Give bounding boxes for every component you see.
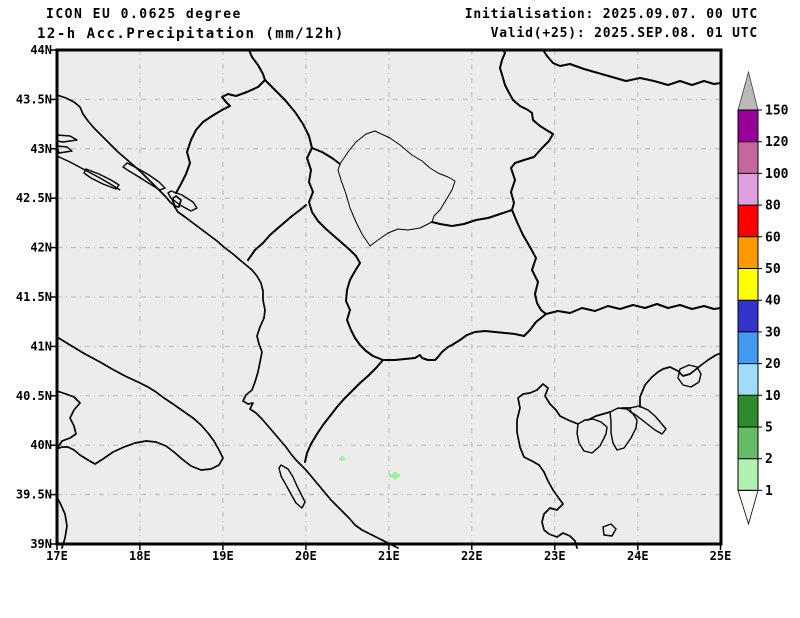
colorbar-segment xyxy=(738,395,758,427)
border-montenegro-serbia xyxy=(264,79,357,257)
lat-axis: 44N 43.5N 43N 42.5N 42N 41.5N 41N 40.5N … xyxy=(16,43,52,551)
island-skiathos xyxy=(602,523,617,537)
colorbar-label: 100 xyxy=(765,167,789,182)
border-albania-greece xyxy=(304,359,384,463)
border-serbia-kosovo-link xyxy=(311,147,341,165)
border-danube-romania xyxy=(542,49,722,86)
colorbar-label: 5 xyxy=(765,421,773,436)
border-albania-macedonia xyxy=(345,255,384,361)
lon-label: 20E xyxy=(295,549,317,563)
precip-spot-1 xyxy=(389,472,400,479)
lat-label: 43N xyxy=(30,142,52,156)
lon-label: 22E xyxy=(461,549,483,563)
coastline-thessaloniki xyxy=(536,383,579,425)
colorbar-over-arrow xyxy=(737,70,759,111)
colorbar-label: 10 xyxy=(765,389,781,404)
colorbar-segment xyxy=(738,300,758,332)
island-chain-line xyxy=(56,155,121,191)
colorbar-under-arrow xyxy=(737,489,759,526)
kosovo-outline xyxy=(337,130,456,247)
lon-label: 18E xyxy=(129,549,151,563)
colorbar-label: 2 xyxy=(765,452,773,467)
peninsula-kassandra xyxy=(576,418,608,454)
border-bosnia-croatia xyxy=(175,49,266,194)
peninsula-peljesac xyxy=(122,162,166,191)
colorbar-segment xyxy=(738,331,758,364)
lat-label: 40N xyxy=(30,438,52,452)
colorbar-segment xyxy=(738,236,758,269)
colorbar-segment xyxy=(738,363,758,396)
border-montenegro-albania xyxy=(247,204,307,261)
product-title: 12-h Acc.Precipitation (mm/12h) xyxy=(37,26,345,42)
axis-ticks xyxy=(50,49,722,550)
colorbar-segment xyxy=(738,268,758,301)
valid-time: Valid(+25): 2025.SEP.08. 01 UTC xyxy=(490,26,758,41)
coastline-calabria xyxy=(56,496,68,549)
lon-label: 24E xyxy=(627,549,649,563)
lon-label: 23E xyxy=(544,549,566,563)
lon-label: 19E xyxy=(212,549,234,563)
colorbar-dividers xyxy=(738,109,762,491)
peninsula-sithonia xyxy=(609,407,638,451)
colorbar-label: 80 xyxy=(765,199,781,214)
border-serbia-macedonia xyxy=(431,209,513,227)
lat-label: 39N xyxy=(30,537,52,551)
colorbar-label: 40 xyxy=(765,294,781,309)
lat-label: 40.5N xyxy=(16,389,52,403)
border-macedonia-bulgaria xyxy=(511,209,547,315)
colorbar-labels: 150 120 100 80 60 50 40 30 20 10 5 2 1 xyxy=(765,104,789,499)
colorbar-segment xyxy=(738,141,758,174)
colorbar-label: 150 xyxy=(765,104,789,119)
lon-label: 25E xyxy=(710,549,732,563)
peninsula-athos xyxy=(629,405,667,435)
lat-label: 41N xyxy=(30,339,52,353)
colorbar-segment xyxy=(738,458,758,491)
lat-label: 42N xyxy=(30,241,52,255)
coastline-italy-puglia xyxy=(56,336,224,471)
lon-label: 21E xyxy=(378,549,400,563)
border-greece-bulgaria xyxy=(545,303,722,315)
grid-lines xyxy=(57,50,721,544)
colorbar-segment xyxy=(738,110,758,142)
border-greece-macedonia xyxy=(382,313,547,361)
colorbar: 150 120 100 80 60 50 40 30 20 10 5 2 1 xyxy=(737,70,789,526)
lat-label: 42.5N xyxy=(16,191,52,205)
island-corfu xyxy=(278,464,306,509)
border-serbia-bulgaria xyxy=(499,49,554,211)
colorbar-label: 20 xyxy=(765,357,781,372)
colorbar-segment xyxy=(738,427,758,459)
lat-label: 44N xyxy=(30,43,52,57)
colorbar-label: 50 xyxy=(765,262,781,277)
island-hvar xyxy=(83,168,120,190)
colorbar-label: 30 xyxy=(765,325,781,340)
precip-spot-2 xyxy=(339,456,345,461)
island-mljet xyxy=(167,190,198,212)
colorbar-label: 120 xyxy=(765,135,789,150)
model-title: ICON EU 0.0625 degree xyxy=(46,7,242,22)
colorbar-label: 60 xyxy=(765,230,781,245)
coastline-thermaic-gulf xyxy=(516,389,578,549)
lat-label: 39.5N xyxy=(16,488,52,502)
coastline-adriatic xyxy=(56,94,399,549)
initialisation-time: Initialisation: 2025.09.07. 00 UTC xyxy=(464,7,758,22)
colorbar-segment xyxy=(738,173,758,206)
colorbar-label: 1 xyxy=(765,484,773,499)
lon-label: 17E xyxy=(46,549,68,563)
island-thasos xyxy=(677,364,702,388)
lat-label: 43.5N xyxy=(16,92,52,106)
lon-axis: 17E 18E 19E 20E 21E 22E 23E 24E 25E xyxy=(46,549,731,563)
lat-label: 41.5N xyxy=(16,290,52,304)
colorbar-segment xyxy=(738,205,758,237)
